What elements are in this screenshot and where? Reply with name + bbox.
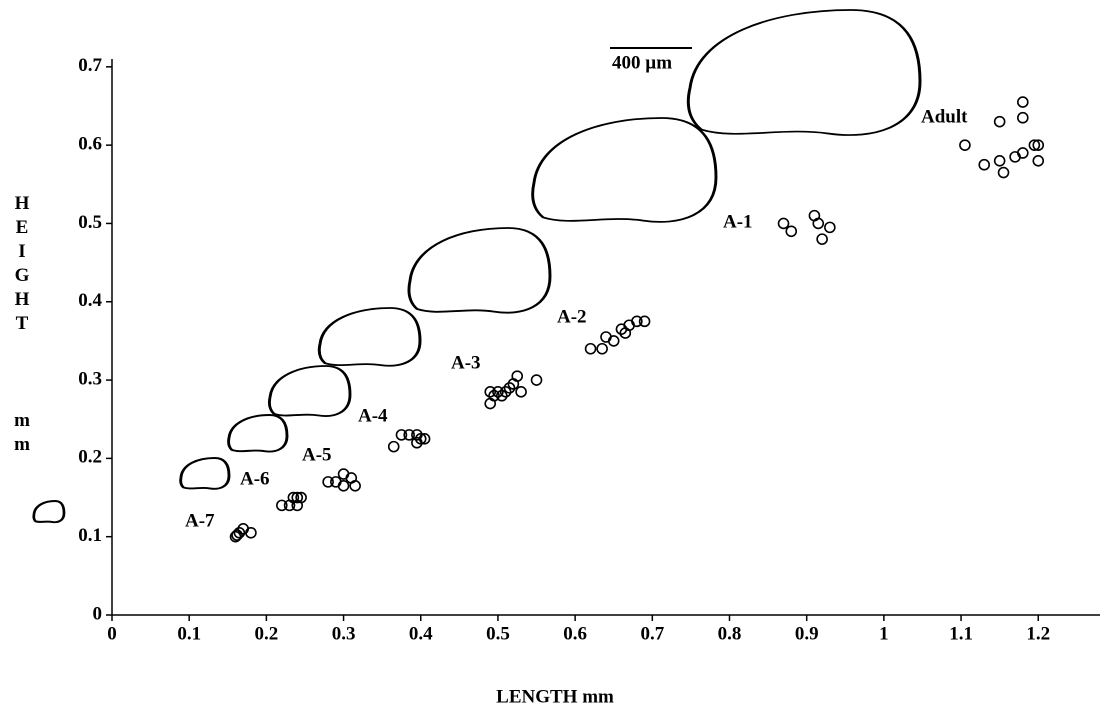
data-point — [414, 433, 427, 445]
data-point — [785, 225, 798, 238]
data-point — [530, 374, 543, 386]
y-tick-label: 0.5 — [78, 212, 102, 233]
data-point — [403, 429, 415, 441]
data-point — [291, 491, 304, 504]
data-point — [245, 526, 257, 539]
data-point — [1017, 147, 1029, 159]
data-point — [1032, 139, 1045, 151]
group-label: A-5 — [302, 444, 332, 465]
group-label: A-6 — [240, 468, 270, 489]
x-tick-label: 1 — [879, 623, 889, 644]
data-point — [495, 389, 508, 402]
y-tick-label: 0 — [93, 603, 103, 624]
scale-bar-label: 400 µm — [612, 52, 672, 73]
y-tick-label: 0.4 — [78, 290, 102, 311]
data-point — [231, 529, 243, 541]
data-point — [484, 386, 497, 398]
y-tick-label: 0.3 — [78, 368, 102, 389]
data-point — [997, 166, 1010, 179]
x-tick-label: 0.5 — [486, 623, 510, 644]
group-label: A-4 — [358, 405, 388, 426]
shell — [319, 308, 420, 366]
data-point — [607, 335, 620, 347]
shell — [688, 10, 920, 135]
shell — [533, 118, 716, 222]
data-point — [387, 440, 400, 453]
x-tick-label: 0.9 — [795, 623, 819, 644]
data-point — [1017, 96, 1029, 108]
data-point — [824, 221, 836, 234]
data-point — [596, 342, 608, 355]
data-point — [233, 526, 246, 539]
x-tick-label: 0.3 — [332, 623, 356, 644]
y-tick-label: 0.7 — [78, 55, 102, 76]
data-point — [1028, 139, 1041, 151]
data-point — [993, 115, 1006, 128]
data-point — [337, 479, 350, 492]
data-point — [1032, 155, 1045, 167]
data-point — [276, 499, 288, 512]
shell-outlines — [34, 10, 920, 522]
x-tick-label: 1.2 — [1026, 623, 1050, 644]
data-point — [959, 139, 971, 151]
y-tick-label: 0.2 — [78, 447, 102, 468]
y-tick-label: 0.6 — [78, 134, 102, 155]
data-point — [395, 429, 408, 441]
group-label: A-3 — [451, 352, 481, 373]
group-label: A-2 — [557, 306, 587, 327]
x-tick-label: 0.6 — [563, 623, 587, 644]
data-point — [993, 155, 1006, 167]
x-tick-label: 1.1 — [949, 623, 973, 644]
x-axis-label: LENGTH mm — [496, 686, 614, 707]
x-tick-label: 0.2 — [255, 623, 279, 644]
data-point — [816, 233, 828, 245]
x-tick-label: 0 — [107, 623, 117, 644]
x-tick-label: 0.8 — [718, 623, 742, 644]
data-point — [499, 386, 512, 398]
x-tick-label: 0.4 — [409, 623, 433, 644]
shell — [181, 458, 229, 489]
data-point — [978, 158, 991, 171]
group-label: A-1 — [723, 211, 753, 232]
x-tick-label: 0.7 — [640, 623, 664, 644]
data-point — [638, 315, 651, 328]
data-point — [777, 217, 790, 230]
data-point — [515, 386, 527, 398]
data-point — [349, 479, 361, 492]
x-tick-label: 0.1 — [177, 623, 201, 644]
data-point — [812, 217, 825, 230]
shell — [269, 366, 350, 416]
y-tick-label: 0.1 — [78, 525, 102, 546]
shell — [409, 228, 550, 313]
data-point — [584, 342, 597, 355]
data-point — [511, 370, 524, 382]
data-point — [492, 386, 504, 398]
data-point — [322, 476, 334, 488]
data-point — [503, 382, 516, 394]
group-label: Adult — [921, 106, 968, 127]
data-point — [1017, 111, 1029, 124]
shell — [229, 415, 287, 452]
group-label: A-7 — [185, 510, 215, 531]
data-point — [631, 315, 643, 328]
data-point — [488, 389, 500, 402]
data-point — [229, 530, 242, 543]
data-point — [291, 499, 304, 512]
shell — [34, 501, 64, 522]
data-point — [418, 433, 431, 445]
